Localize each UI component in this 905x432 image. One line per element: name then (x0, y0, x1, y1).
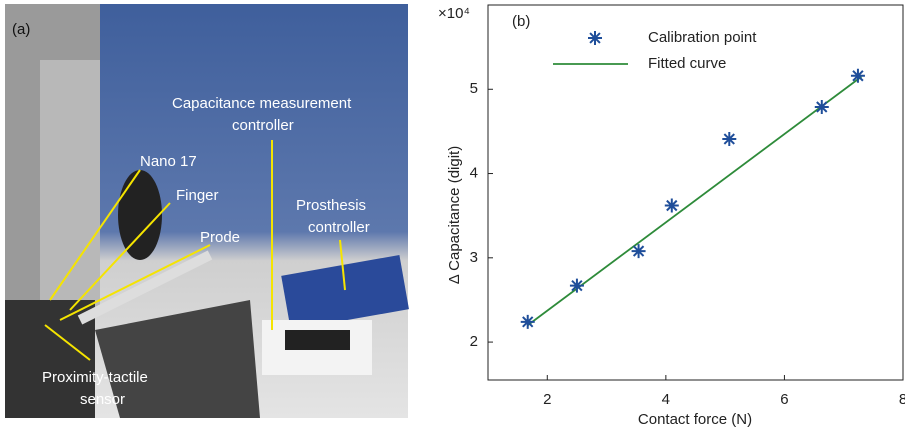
photo-label: Prosthesis (296, 197, 366, 214)
legend-swatch (588, 31, 602, 45)
photo-label: sensor (80, 391, 125, 408)
rig-plate (40, 60, 100, 310)
prosthesis-board (281, 254, 409, 330)
sensor-disk (118, 170, 162, 260)
y-tick-label: 2 (470, 333, 478, 350)
x-tick-label: 8 (899, 391, 905, 408)
x-tick-label: 4 (662, 391, 670, 408)
photo-label: Finger (176, 187, 219, 204)
photo-label: Proximity-tactile (42, 369, 148, 386)
leader-lines (44, 140, 346, 361)
panel-label: (a) (12, 21, 30, 38)
finger (77, 250, 213, 325)
photo-label: controller (232, 117, 294, 134)
calibration-point (631, 244, 646, 259)
photo-label: Capacitance measurement (172, 95, 352, 112)
plot-frame (487, 4, 904, 381)
calibration-point (569, 278, 584, 293)
y-tick-label: 5 (470, 80, 478, 97)
photo-label: Prode (200, 229, 240, 246)
photo-label: Nano 17 (140, 153, 197, 170)
y-tick-label: 4 (470, 165, 478, 182)
calibration-point (520, 314, 535, 329)
chip (285, 330, 350, 350)
calibration-point (814, 99, 829, 114)
photo-label: controller (308, 219, 370, 236)
legend-label: Calibration point (648, 29, 757, 46)
calibration-point (722, 131, 737, 146)
y-tick-label: 3 (470, 249, 478, 266)
axis-multiplier: ×10⁴ (438, 5, 470, 22)
x-tick-label: 2 (543, 391, 551, 408)
x-tick-label: 6 (780, 391, 788, 408)
calibration-point (850, 68, 865, 83)
calibration-point (664, 198, 679, 213)
x-axis-label: Contact force (N) (638, 411, 752, 428)
legend-label: Fitted curve (648, 55, 726, 72)
y-axis-label: Δ Capacitance (digit) (446, 146, 463, 284)
photo: (a) Capacitance measurement controller N… (5, 4, 409, 418)
vise (95, 300, 260, 418)
chart: (b) ×10⁴ Contact force (N) Δ Capacitance… (438, 4, 905, 428)
fitted-line (527, 75, 863, 326)
panel-label: (b) (512, 13, 530, 30)
